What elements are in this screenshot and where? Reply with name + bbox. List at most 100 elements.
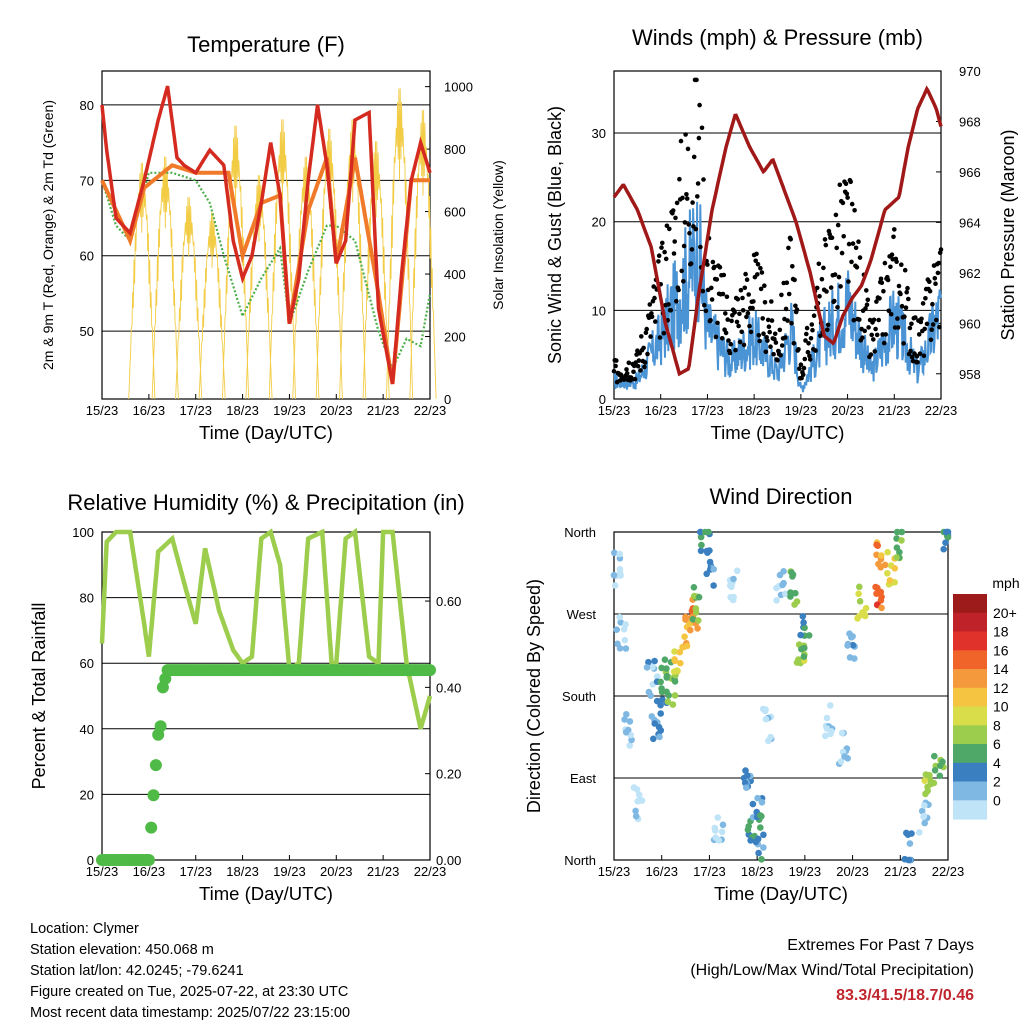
direction-point [718, 828, 726, 836]
gust-point [702, 302, 707, 308]
direction-point [773, 597, 780, 604]
gust-point [804, 331, 809, 337]
gust-point [682, 220, 688, 225]
solar-insolation-line [245, 175, 273, 400]
gust-point [737, 311, 742, 317]
gust-point [933, 281, 938, 287]
p2-y-tick-label: 10 [592, 303, 606, 318]
gust-point [920, 301, 926, 306]
direction-point [942, 539, 949, 546]
gust-point [684, 196, 690, 201]
direction-point [657, 701, 664, 709]
direction-point [822, 732, 829, 740]
direction-point [657, 710, 664, 717]
gust-point [839, 250, 845, 256]
p2-y2-tick-label: 966 [959, 165, 981, 180]
gust-point [632, 376, 638, 382]
direction-point [654, 673, 661, 680]
gust-point [866, 325, 871, 330]
direction-point [893, 554, 900, 561]
direction-point [760, 831, 767, 839]
gust-point [896, 283, 902, 289]
series-line [100, 85, 432, 385]
gust-point [851, 317, 857, 323]
p3-x-tick-label: 22/23 [414, 864, 447, 879]
precip-point [145, 821, 158, 834]
gust-point [763, 349, 769, 355]
gust-point [797, 366, 802, 372]
gust-point [783, 335, 788, 340]
wind-speed-line [613, 201, 942, 393]
direction-point [936, 772, 944, 780]
gust-point [761, 331, 766, 337]
gust-point [688, 261, 694, 266]
direction-point [745, 823, 752, 830]
gust-point [744, 277, 750, 283]
gust-point [857, 255, 863, 260]
gust-point [791, 341, 797, 346]
gust-point [641, 345, 646, 351]
gust-point [697, 102, 702, 108]
gust-point [631, 369, 636, 375]
elevation-text: Station elevation: 450.068 m [30, 942, 214, 958]
gust-point [684, 192, 689, 197]
p1-y2-tick-label: 200 [444, 330, 466, 345]
solar-insolation-line [385, 88, 414, 400]
gust-point [701, 177, 706, 182]
gust-point [833, 212, 839, 218]
gust-point [705, 262, 710, 267]
p2-x-axis-label: Time (Day/UTC) [711, 422, 845, 443]
direction-point [714, 814, 722, 821]
gust-point [883, 332, 888, 337]
p1-x-tick-label: 19/23 [273, 403, 306, 418]
gust-point [937, 324, 942, 330]
direction-point [719, 821, 727, 829]
solar-insolation-line [175, 197, 203, 400]
gust-point [661, 330, 667, 336]
gust-point [695, 181, 701, 186]
direction-point [878, 604, 885, 612]
colorbar-label: 16 [993, 642, 1009, 658]
gust-point [829, 235, 835, 240]
colorbar-label: 2 [993, 774, 1001, 790]
direction-point [754, 794, 761, 802]
gust-point [680, 195, 685, 201]
gust-point [927, 279, 932, 285]
gust-point [759, 270, 765, 275]
p1-x-tick-label: 21/23 [367, 403, 400, 418]
gust-point [695, 194, 700, 199]
gust-point [800, 372, 806, 378]
gust-point [824, 289, 829, 294]
p1-y2-tick-label: 800 [444, 142, 466, 157]
gust-point [878, 276, 884, 282]
gust-point [687, 230, 692, 236]
p1-chart-title: Temperature (F) [187, 32, 345, 57]
direction-point [898, 537, 905, 544]
direction-point [758, 856, 765, 863]
direction-point [682, 613, 689, 621]
p1-x-axis-label: Time (Day/UTC) [199, 422, 333, 443]
gust-point [846, 241, 852, 247]
direction-point [634, 798, 641, 805]
gust-point [840, 200, 846, 206]
direction-point [898, 528, 906, 536]
gust-point [656, 259, 661, 264]
colorbar-label: 18 [993, 624, 1009, 640]
direction-point [851, 655, 858, 662]
direction-point [663, 665, 670, 672]
gust-point [903, 305, 909, 311]
gust-point [636, 358, 642, 363]
gust-point [807, 353, 812, 359]
direction-point [635, 791, 643, 799]
gust-point [677, 176, 682, 182]
colorbar-segment [953, 631, 987, 651]
gust-point [681, 279, 686, 284]
gust-point [825, 327, 830, 333]
p4-x-tick-label: 17/23 [693, 864, 726, 879]
gust-point [835, 222, 841, 228]
gust-point [693, 226, 699, 232]
direction-point [848, 634, 855, 641]
direction-point [793, 598, 801, 605]
gust-point [894, 259, 899, 265]
direction-point [773, 584, 780, 592]
